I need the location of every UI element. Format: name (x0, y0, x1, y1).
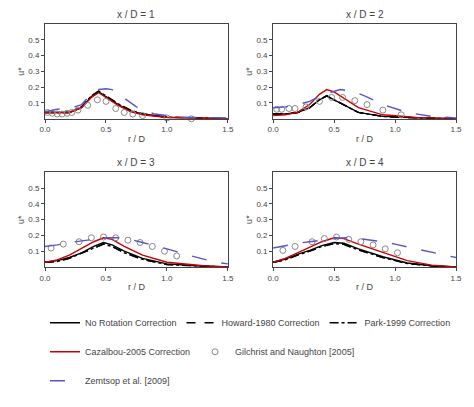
svg-text:0.4: 0.4 (256, 200, 268, 209)
svg-text:No Rotation Correction: No Rotation Correction (85, 318, 177, 328)
svg-text:0.2: 0.2 (256, 83, 268, 92)
svg-text:Park-1999 Correction: Park-1999 Correction (365, 318, 451, 328)
svg-text:1.0: 1.0 (161, 125, 173, 134)
svg-text:0.5: 0.5 (28, 36, 40, 45)
svg-text:x / D = 1: x / D = 1 (117, 9, 155, 20)
svg-text:0.0: 0.0 (268, 274, 280, 283)
svg-text:0.5: 0.5 (100, 274, 112, 283)
svg-text:u*: u* (16, 215, 26, 224)
svg-text:1.5: 1.5 (222, 125, 234, 134)
svg-text:0.1: 0.1 (28, 99, 40, 108)
svg-text:r / D: r / D (356, 282, 373, 292)
svg-text:r / D: r / D (128, 282, 145, 292)
svg-text:Cazalbou-2005 Correction: Cazalbou-2005 Correction (85, 347, 190, 357)
svg-text:0.2: 0.2 (28, 83, 40, 92)
svg-text:1.5: 1.5 (450, 125, 462, 134)
svg-text:Howard-1980 Correction: Howard-1980 Correction (222, 318, 320, 328)
svg-text:0.3: 0.3 (28, 215, 40, 224)
svg-text:x / D = 4: x / D = 4 (346, 157, 384, 168)
svg-text:0.3: 0.3 (256, 67, 268, 76)
svg-text:u*: u* (244, 215, 254, 224)
svg-text:0.1: 0.1 (28, 247, 40, 256)
svg-text:u*: u* (244, 67, 254, 76)
svg-text:r / D: r / D (128, 134, 145, 144)
svg-text:0.0: 0.0 (268, 125, 280, 134)
svg-text:0.2: 0.2 (28, 231, 40, 240)
svg-text:0.4: 0.4 (28, 51, 40, 60)
svg-text:u*: u* (16, 67, 26, 76)
svg-text:0.4: 0.4 (256, 51, 268, 60)
svg-text:1.5: 1.5 (222, 274, 234, 283)
svg-text:0.0: 0.0 (39, 274, 51, 283)
svg-text:0.5: 0.5 (100, 125, 112, 134)
svg-text:1.5: 1.5 (450, 274, 462, 283)
svg-text:x / D = 3: x / D = 3 (117, 157, 155, 168)
svg-text:1.0: 1.0 (389, 125, 401, 134)
svg-text:0.5: 0.5 (329, 274, 341, 283)
svg-text:0.5: 0.5 (256, 184, 268, 193)
svg-text:0.4: 0.4 (28, 200, 40, 209)
svg-text:1.0: 1.0 (389, 274, 401, 283)
svg-text:Gilchrist and Naughton [2005]: Gilchrist and Naughton [2005] (235, 347, 354, 357)
svg-text:0.3: 0.3 (256, 215, 268, 224)
svg-text:x / D = 2: x / D = 2 (346, 9, 384, 20)
svg-text:r / D: r / D (356, 134, 373, 144)
svg-text:0.2: 0.2 (256, 231, 268, 240)
svg-text:0.3: 0.3 (28, 67, 40, 76)
svg-text:0.0: 0.0 (39, 125, 51, 134)
svg-text:0.1: 0.1 (256, 247, 268, 256)
svg-text:0.5: 0.5 (28, 184, 40, 193)
svg-text:0.5: 0.5 (256, 36, 268, 45)
svg-text:1.0: 1.0 (161, 274, 173, 283)
svg-text:0.5: 0.5 (329, 125, 341, 134)
svg-text:0.1: 0.1 (256, 99, 268, 108)
svg-text:Zemtsop et al. [2009]: Zemtsop et al. [2009] (85, 376, 170, 386)
